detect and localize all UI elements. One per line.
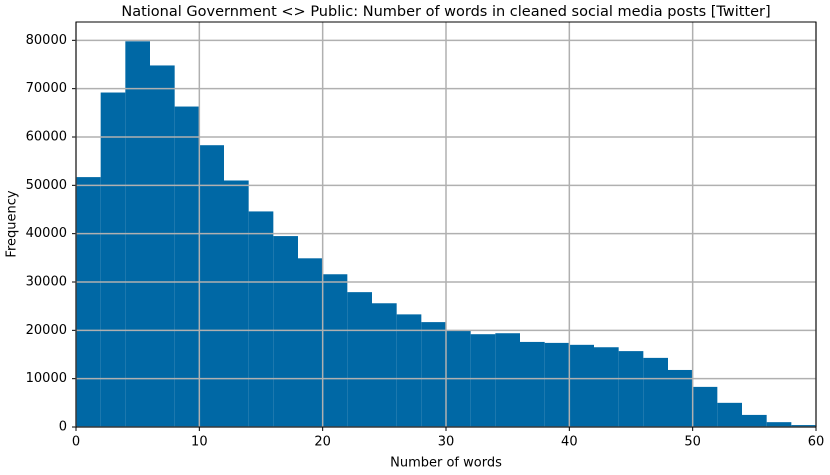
y-tick-label: 60000 (26, 129, 67, 144)
bar (174, 106, 200, 427)
bar (520, 341, 545, 427)
bar (273, 236, 298, 427)
bar (594, 347, 619, 427)
bar (150, 65, 175, 427)
x-tick-label: 50 (684, 435, 701, 450)
x-tick-label: 30 (438, 435, 455, 450)
y-tick-label: 50000 (26, 178, 67, 193)
bar (76, 177, 101, 427)
bar (396, 314, 422, 427)
bar (544, 342, 570, 427)
x-axis-label: Number of words (390, 456, 502, 471)
bar (668, 369, 693, 427)
bar (766, 422, 792, 427)
bar (643, 357, 668, 427)
bar (470, 334, 496, 427)
y-axis-label: Frequency (5, 190, 20, 257)
y-tick-label: 40000 (26, 226, 67, 241)
y-tick-label: 70000 (26, 81, 67, 96)
x-tick-label: 0 (72, 435, 80, 450)
bar (717, 402, 742, 427)
x-tick-label: 10 (191, 435, 208, 450)
bar (791, 425, 816, 427)
bar (322, 274, 348, 427)
bar (742, 414, 767, 427)
bar (224, 180, 249, 427)
chart-title: National Government <> Public: Number of… (121, 4, 770, 20)
y-tick-label: 80000 (26, 33, 67, 48)
bar (199, 145, 224, 427)
plot-frame (75, 21, 817, 428)
bar (372, 303, 397, 427)
bar (347, 292, 372, 427)
y-tick-label: 10000 (26, 371, 67, 386)
y-tick-label: 20000 (26, 323, 67, 338)
bar (248, 211, 274, 427)
bar (618, 351, 644, 427)
bar (100, 92, 126, 428)
bar (421, 322, 446, 427)
x-tick-label: 40 (561, 435, 578, 450)
x-tick-label: 60 (808, 435, 825, 450)
bar (692, 386, 718, 427)
bar (298, 258, 323, 427)
bar (495, 333, 520, 427)
y-tick-label: 30000 (26, 274, 67, 289)
bar (569, 344, 594, 427)
x-tick-label: 20 (314, 435, 331, 450)
y-tick-label: 0 (59, 420, 67, 435)
